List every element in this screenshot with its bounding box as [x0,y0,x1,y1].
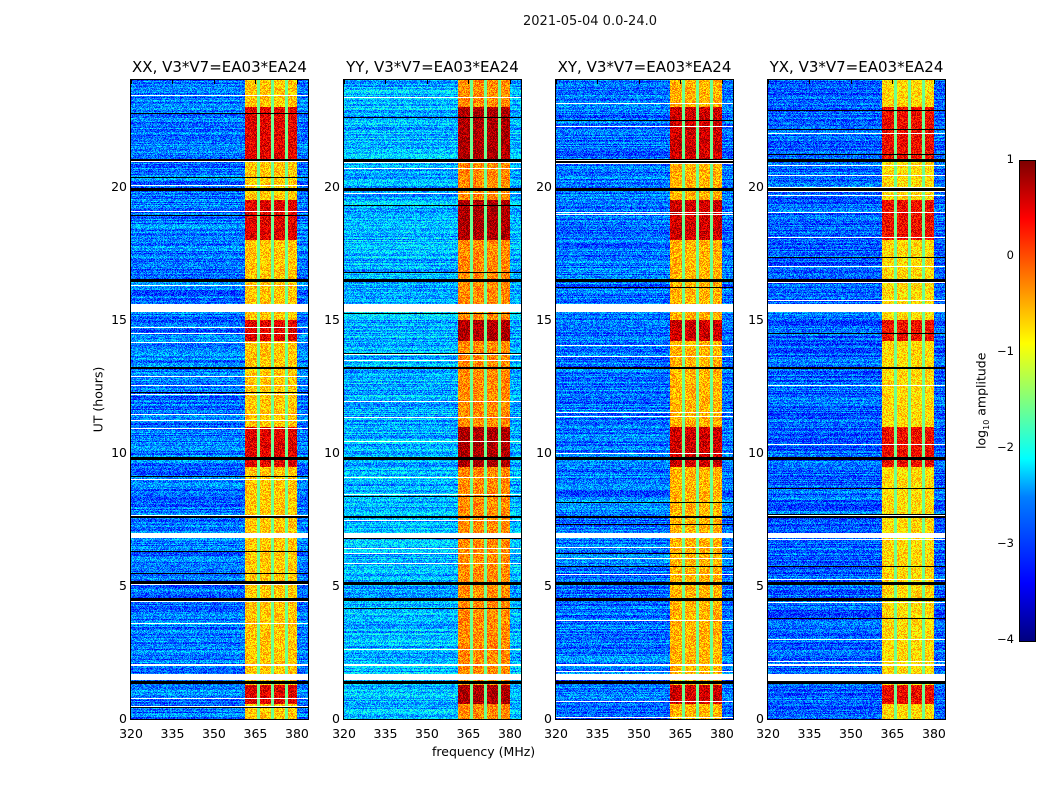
x-tick-mark [426,80,428,84]
x-tick-mark [213,80,215,84]
y-tick-label: 10 [111,444,127,460]
colorbar-tick-label: −1 [997,344,1014,358]
x-tick-mark [597,80,599,84]
x-tick-mark [768,80,769,84]
heatmap-image [344,80,521,719]
x-tick-label: 350 [202,726,226,741]
x-tick-label: 335 [585,726,610,741]
spectrogram-panel-2: YY, V3*V7=EA03*EA24 320 335 350 365 380 0 5 10 15… [324,58,522,741]
x-tick-mark [933,80,935,84]
x-tick-mark [721,80,723,84]
colorbar-tick-label: −2 [997,440,1014,454]
x-tick-mark [131,80,132,84]
y-tick-label: 10 [536,444,552,460]
x-tick-label: 350 [627,726,651,741]
y-tick-label: 10 [324,444,340,460]
y-tick-label: 5 [332,577,340,593]
x-tick-label: 320 [119,726,143,741]
x-tick-label: 320 [756,726,780,741]
x-axis-label: frequency (MHz) [432,744,536,759]
panel-title: YY, V3*V7=EA03*EA24 [346,58,519,76]
y-tick-label: 15 [536,311,552,327]
y-tick-label: 0 [756,711,764,726]
x-tick-mark [468,80,470,84]
y-tick-label: 0 [119,711,127,726]
y-tick-label: 15 [748,311,764,327]
x-tick-label: 335 [373,726,398,741]
colorbar-label: log10 amplitude [973,352,991,449]
y-tick-label: 5 [756,577,764,593]
y-tick-label: 5 [119,577,127,593]
x-tick-label: 320 [544,726,568,741]
x-tick-label: 350 [415,726,439,741]
x-tick-label: 380 [922,726,946,741]
x-tick-mark [556,80,557,84]
spectrogram-panel-4: YX, V3*V7=EA03*EA24 320 335 350 365 380 0 5 10 15… [748,58,946,741]
panel-title: XY, V3*V7=EA03*EA24 [557,58,732,76]
x-tick-mark [255,80,257,84]
x-tick-label: 335 [160,726,185,741]
x-tick-mark [296,80,298,84]
y-tick-label: 0 [332,711,340,726]
colorbar-tick-label: −4 [997,632,1014,646]
x-tick-label: 320 [332,726,356,741]
x-tick-mark [638,80,640,84]
x-tick-label: 380 [498,726,522,741]
y-tick-label: 20 [111,178,127,194]
y-axis-label: UT (hours) [90,366,106,433]
x-tick-label: 365 [243,726,268,741]
x-tick-mark [850,80,852,84]
x-tick-label: 365 [880,726,905,741]
y-tick-label: 20 [748,178,764,194]
x-tick-mark [680,80,682,84]
x-tick-mark [172,80,174,84]
panel-title: YX, V3*V7=EA03*EA24 [769,58,944,76]
x-tick-label: 335 [797,726,822,741]
spectrogram-panel-3: XY, V3*V7=EA03*EA24 320 335 350 365 380 0 5 10 15… [536,58,734,741]
x-tick-label: 350 [839,726,863,741]
colorbar-tick-label: 1 [1006,152,1014,166]
panel-title: XX, V3*V7=EA03*EA24 [132,58,307,76]
x-tick-label: 380 [710,726,734,741]
x-tick-mark [344,80,345,84]
colorbar-tick-label: 0 [1006,248,1014,262]
x-tick-label: 365 [668,726,693,741]
heatmap-image [768,80,945,719]
figure-title: 2021-05-04 0.0-24.0 [523,14,657,29]
heatmap-image [131,80,308,719]
x-tick-mark [509,80,511,84]
y-tick-label: 15 [324,311,340,327]
y-tick-label: 15 [111,311,127,327]
heatmap-image [556,80,733,719]
y-tick-label: 10 [748,444,764,460]
x-tick-label: 365 [456,726,481,741]
y-tick-label: 0 [544,711,552,726]
x-tick-mark [385,80,387,84]
colorbar [1019,160,1036,642]
x-tick-mark [892,80,894,84]
x-tick-label: 380 [285,726,309,741]
spectrogram-panel-1: XX, V3*V7=EA03*EA24 320 335 350 365 380 0 5 10 15… [111,58,309,741]
y-tick-label: 20 [324,178,340,194]
x-tick-mark [809,80,811,84]
y-tick-label: 5 [544,577,552,593]
y-tick-label: 20 [536,178,552,194]
colorbar-tick-label: −3 [997,536,1014,550]
